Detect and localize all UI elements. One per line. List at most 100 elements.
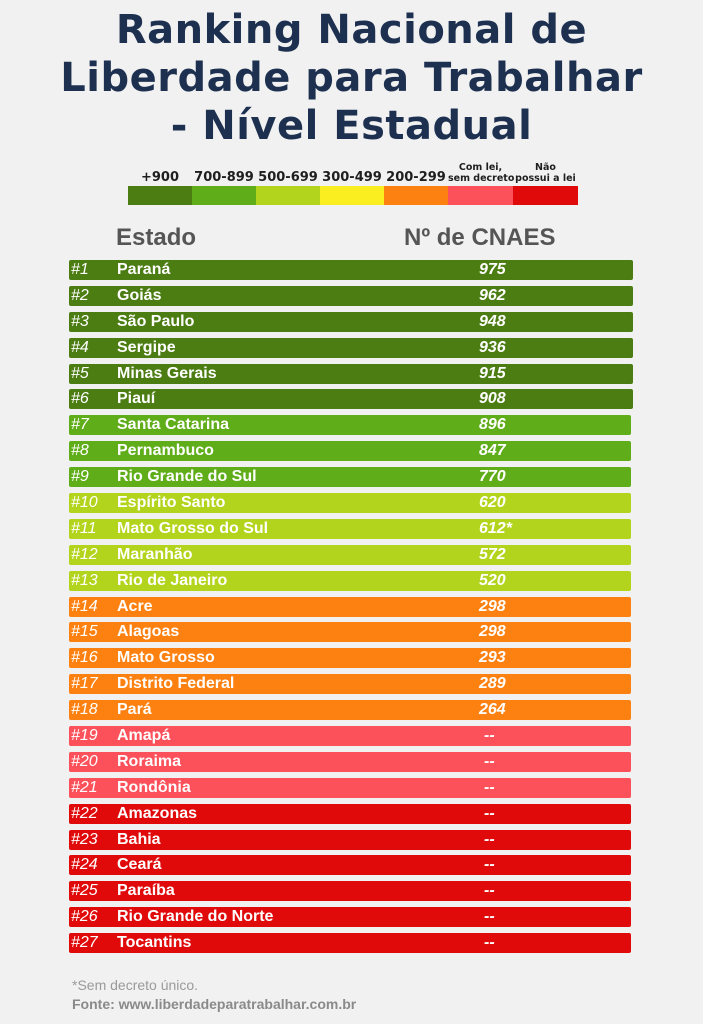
cnaes-value: 572 — [479, 545, 506, 563]
table-row: #14 Acre 298 — [69, 596, 631, 617]
state-column-header: Estado — [116, 224, 197, 251]
state-name: Tocantins — [117, 934, 192, 952]
cnaes-value: 847 — [479, 442, 506, 460]
rank-label: #5 — [71, 364, 89, 382]
rank-label: #23 — [71, 830, 98, 848]
state-name: Goiás — [117, 286, 162, 304]
state-name: Roraima — [117, 752, 182, 770]
table-row: #20 Roraima -- — [69, 751, 631, 772]
legend-item: +900 — [128, 160, 192, 206]
state-name: Rio Grande do Sul — [117, 468, 257, 486]
cnaes-value: 908 — [479, 390, 506, 408]
legend-item: Com lei, sem decreto — [448, 160, 515, 206]
state-name: Alagoas — [117, 623, 180, 641]
rank-label: #11 — [71, 519, 97, 537]
state-name: Rio Grande do Norte — [117, 908, 274, 926]
rank-label: #26 — [71, 908, 98, 926]
state-name: Bahia — [117, 830, 161, 848]
table-row: #23 Bahia -- — [69, 829, 631, 850]
table-row: #15 Alagoas 298 — [69, 622, 631, 643]
cnaes-value: 948 — [479, 312, 506, 330]
state-name: Pará — [117, 701, 152, 719]
cnaes-value: -- — [484, 752, 495, 770]
legend-label: +900 — [140, 170, 180, 185]
cnaes-value: -- — [484, 934, 495, 952]
legend-item: 700-899 — [192, 160, 256, 206]
rank-label: #4 — [71, 338, 89, 356]
cnaes-value: 770 — [479, 468, 506, 486]
legend-swatch — [384, 186, 448, 205]
legend-label: 300-499 — [322, 170, 382, 185]
state-name: Pernambuco — [117, 442, 214, 460]
cnaes-value: 975 — [479, 261, 506, 278]
cnaes-value: 612* — [479, 519, 512, 537]
table-row: #22 Amazonas -- — [69, 803, 631, 824]
legend-label: 700-899 — [194, 170, 254, 185]
table-row: #5 Minas Gerais 915 — [69, 363, 633, 384]
state-name: Mato Grosso do Sul — [117, 519, 269, 537]
legend-swatch — [513, 186, 578, 205]
table-row: #10 Espírito Santo 620 — [69, 493, 631, 514]
legend: +900 700-899 500-699 300-499 200-299 Com lei,… — [128, 160, 578, 206]
legend-swatch — [128, 186, 192, 205]
table-row: #25 Paraíba -- — [69, 881, 631, 902]
cnaes-value: 620 — [479, 494, 506, 512]
rank-label: #17 — [71, 675, 98, 693]
state-name: Rondônia — [117, 778, 191, 796]
cnaes-value: -- — [484, 804, 495, 822]
state-name: Amapá — [117, 727, 171, 745]
table-row: #6 Piauí 908 — [69, 389, 633, 410]
cnaes-value: 298 — [479, 597, 506, 615]
state-name: Espírito Santo — [117, 494, 226, 512]
rank-label: #3 — [71, 312, 89, 330]
rank-label: #21 — [71, 778, 98, 796]
state-name: Maranhão — [117, 545, 193, 563]
rank-label: #14 — [71, 597, 98, 615]
cnaes-value: -- — [484, 830, 495, 848]
state-name: Acre — [117, 597, 153, 615]
cnaes-value: 298 — [479, 623, 506, 641]
cnaes-value: 915 — [479, 364, 506, 382]
legend-item: Não possui a lei — [513, 160, 578, 206]
table-row: #27 Tocantins -- — [69, 933, 631, 954]
title-line-1: Ranking Nacional de — [115, 7, 588, 53]
state-name: Amazonas — [117, 804, 198, 822]
table-row: #12 Maranhão 572 — [69, 544, 631, 565]
legend-label: 200-299 — [386, 170, 446, 185]
cnaes-value: -- — [484, 778, 495, 796]
table-row: #13 Rio de Janeiro 520 — [69, 570, 631, 591]
cnaes-value: -- — [484, 882, 495, 900]
state-name: São Paulo — [117, 312, 195, 330]
cnaes-value: 293 — [479, 649, 506, 667]
cnaes-value: 936 — [479, 338, 506, 356]
page-title: Ranking Nacional de Liberdade para Traba… — [0, 6, 703, 150]
rank-label: #27 — [71, 934, 98, 952]
legend-label: 500-699 — [258, 170, 318, 185]
legend-item: 300-499 — [320, 160, 384, 206]
footnote: *Sem decreto único. — [72, 977, 199, 993]
legend-swatch — [256, 186, 320, 205]
rank-label: #10 — [71, 494, 98, 512]
state-name: Paraíba — [117, 882, 175, 900]
state-name: Rio de Janeiro — [117, 571, 228, 589]
table-row: #17 Distrito Federal 289 — [69, 674, 631, 695]
legend-label: Com lei, sem decreto — [448, 162, 515, 184]
table-row: #9 Rio Grande do Sul 770 — [69, 467, 631, 488]
table-row: #8 Pernambuco 847 — [69, 441, 631, 462]
title-line-2: Liberdade para Trabalhar — [60, 55, 643, 101]
rank-label: #6 — [71, 390, 89, 408]
rank-label: #9 — [71, 468, 89, 486]
state-name: Sergipe — [117, 338, 176, 356]
table-row: #21 Rondônia -- — [69, 777, 631, 798]
state-name: Santa Catarina — [117, 416, 230, 434]
legend-swatch — [192, 186, 256, 205]
state-name: Ceará — [117, 856, 162, 874]
cnaes-value: -- — [484, 908, 495, 926]
rank-label: #19 — [71, 727, 98, 745]
table-row: #18 Pará 264 — [69, 700, 631, 721]
state-name: Distrito Federal — [117, 675, 235, 693]
rank-label: #24 — [71, 856, 98, 874]
cnaes-value: 264 — [479, 701, 506, 719]
title-line-3: - Nível Estadual — [170, 103, 533, 149]
table-row: #1 Paraná 975 — [69, 260, 633, 280]
